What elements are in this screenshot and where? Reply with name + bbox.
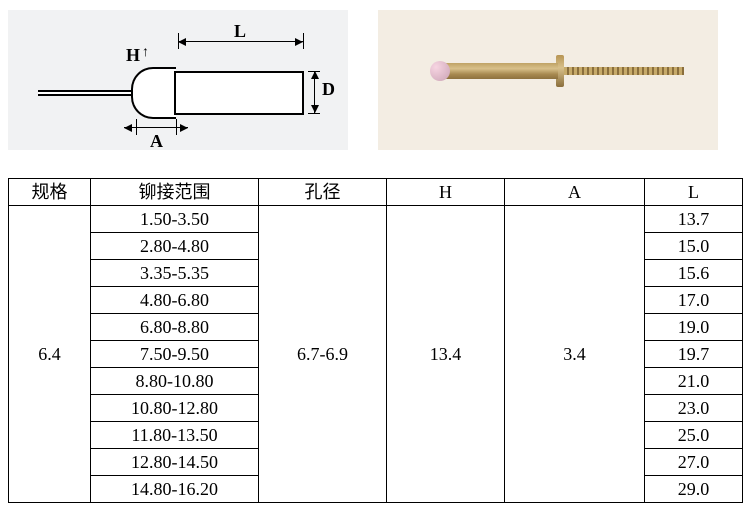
photo-box: [378, 10, 718, 150]
label-A: A: [150, 131, 163, 152]
th-spec: 规格: [9, 179, 91, 206]
cell-L: 17.0: [645, 287, 743, 314]
cell-range: 10.80-12.80: [91, 395, 259, 422]
th-H: H: [387, 179, 505, 206]
cell-range: 7.50-9.50: [91, 341, 259, 368]
cell-L: 27.0: [645, 449, 743, 476]
images-row: H ↑ L D A: [8, 10, 742, 150]
cell-range: 11.80-13.50: [91, 422, 259, 449]
cell-range: 2.80-4.80: [91, 233, 259, 260]
cell-range: 14.80-16.20: [91, 476, 259, 503]
label-H: H: [126, 45, 140, 66]
cell-L: 25.0: [645, 422, 743, 449]
cell-range: 12.80-14.50: [91, 449, 259, 476]
cell-L: 23.0: [645, 395, 743, 422]
cell-range: 6.80-8.80: [91, 314, 259, 341]
cell-L: 29.0: [645, 476, 743, 503]
cell-L: 19.0: [645, 314, 743, 341]
rivet-diagram: H ↑ L D A: [38, 25, 318, 135]
th-hole: 孔径: [259, 179, 387, 206]
cell-spec: 6.4: [9, 206, 91, 503]
cell-L: 19.7: [645, 341, 743, 368]
cell-L: 13.7: [645, 206, 743, 233]
diagram-box: H ↑ L D A: [8, 10, 348, 150]
th-range: 铆接范围: [91, 179, 259, 206]
cell-A: 3.4: [505, 206, 645, 503]
label-D: D: [322, 79, 335, 100]
table-header-row: 规格 铆接范围 孔径 H A L: [9, 179, 743, 206]
spec-table: 规格 铆接范围 孔径 H A L 6.41.50-3.506.7-6.913.4…: [8, 178, 743, 503]
cell-L: 21.0: [645, 368, 743, 395]
cell-H: 13.4: [387, 206, 505, 503]
th-A: A: [505, 179, 645, 206]
cell-range: 3.35-5.35: [91, 260, 259, 287]
cell-L: 15.0: [645, 233, 743, 260]
table-row: 6.41.50-3.506.7-6.913.43.413.7: [9, 206, 743, 233]
label-L: L: [234, 21, 246, 42]
cell-L: 15.6: [645, 260, 743, 287]
cell-range: 1.50-3.50: [91, 206, 259, 233]
cell-range: 8.80-10.80: [91, 368, 259, 395]
rivet-photo: [408, 25, 688, 135]
table-body: 6.41.50-3.506.7-6.913.43.413.72.80-4.801…: [9, 206, 743, 503]
cell-hole: 6.7-6.9: [259, 206, 387, 503]
cell-range: 4.80-6.80: [91, 287, 259, 314]
th-L: L: [645, 179, 743, 206]
arrow-up-icon: ↑: [142, 45, 149, 61]
